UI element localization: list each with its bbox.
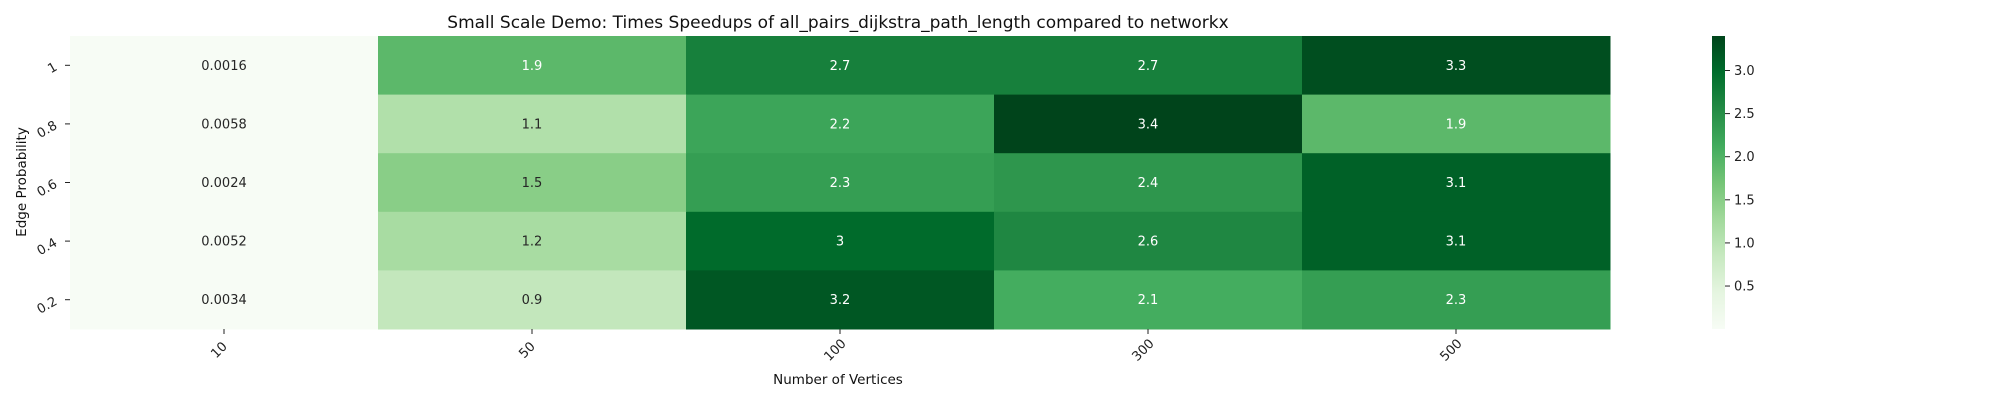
heatmap-cell xyxy=(70,153,379,213)
y-tick-label: 0.2 xyxy=(35,294,60,317)
heatmap-cell xyxy=(1302,36,1611,96)
cell-value-label: 1.9 xyxy=(1446,117,1467,132)
heatmap-cell xyxy=(378,211,687,271)
heatmap-cell xyxy=(1302,94,1611,154)
colorbar-tick-label: 3.0 xyxy=(1734,64,1755,79)
x-tick-label: 500 xyxy=(1437,336,1465,364)
cell-value-label: 2.7 xyxy=(830,59,851,74)
cell-value-label: 3 xyxy=(836,235,844,250)
heatmap-cell xyxy=(686,94,995,154)
cell-value-label: 2.1 xyxy=(1138,293,1159,308)
cell-value-label: 3.1 xyxy=(1446,235,1467,250)
heatmap-cell xyxy=(70,270,379,330)
heatmap-cell xyxy=(1302,270,1611,330)
cell-value-label: 3.3 xyxy=(1446,59,1467,74)
y-tick-label: 1 xyxy=(45,60,60,77)
cell-value-label: 1.2 xyxy=(522,235,543,250)
colorbar-tick-label: 1.0 xyxy=(1734,236,1755,251)
cell-value-label: 0.0024 xyxy=(201,176,247,191)
heatmap-cells: 0.0016 1.9 2.7 2.7 3.3 0.0058 1.1 2.2 3.4 1.9 0.00… xyxy=(70,36,1611,330)
cell-value-label: 2.4 xyxy=(1138,176,1159,191)
heatmap-cell xyxy=(70,94,379,154)
cell-value-label: 1.1 xyxy=(522,117,543,132)
heatmap-cell xyxy=(994,153,1303,213)
cell-value-label: 0.0016 xyxy=(201,59,247,74)
cell-value-label: 0.0058 xyxy=(201,117,247,132)
cell-value-label: 0.0034 xyxy=(201,293,247,308)
y-axis-label: Edge Probability xyxy=(14,127,30,237)
colorbar-tick-label: 2.0 xyxy=(1734,150,1755,165)
cell-value-label: 3.1 xyxy=(1446,176,1467,191)
x-tick-label: 100 xyxy=(821,336,849,364)
x-axis: 10 50 100 300 500 xyxy=(208,329,1466,365)
y-axis: 1 0.8 0.6 0.4 0.2 xyxy=(35,60,70,318)
heatmap-cell xyxy=(70,36,379,96)
heatmap-cell xyxy=(1302,211,1611,271)
cell-value-label: 3.2 xyxy=(830,293,851,308)
cell-value-label: 2.2 xyxy=(830,117,851,132)
heatmap-cell xyxy=(378,94,687,154)
heatmap-cell xyxy=(686,36,995,96)
cell-value-label: 0.0052 xyxy=(201,235,247,250)
heatmap-cell xyxy=(378,36,687,96)
cell-value-label: 3.4 xyxy=(1138,117,1159,132)
y-tick-label: 0.6 xyxy=(35,177,60,200)
heatmap-cell xyxy=(994,211,1303,271)
cell-value-label: 2.3 xyxy=(830,176,851,191)
x-tick-label: 300 xyxy=(1129,336,1157,364)
colorbar-tick-label: 1.5 xyxy=(1734,193,1755,208)
heatmap-cell xyxy=(378,153,687,213)
x-tick-label: 10 xyxy=(208,339,230,361)
heatmap-cell xyxy=(994,270,1303,330)
colorbar-tick-label: 0.5 xyxy=(1734,280,1755,295)
colorbar-tick-label: 2.5 xyxy=(1734,107,1755,122)
cell-value-label: 0.9 xyxy=(522,293,543,308)
heatmap-cell xyxy=(378,270,687,330)
colorbar-gradient xyxy=(1712,36,1725,329)
chart-title: Small Scale Demo: Times Speedups of all_… xyxy=(447,13,1228,33)
y-tick-label: 0.4 xyxy=(35,236,60,259)
cell-value-label: 1.9 xyxy=(522,59,543,74)
cell-value-label: 1.5 xyxy=(522,176,543,191)
heatmap-cell xyxy=(686,270,995,330)
heatmap-cell xyxy=(70,211,379,271)
x-axis-label: Number of Vertices xyxy=(773,372,903,388)
cell-value-label: 2.7 xyxy=(1138,59,1159,74)
x-tick-label: 50 xyxy=(516,339,538,361)
cell-value-label: 2.3 xyxy=(1446,293,1467,308)
heatmap-cell xyxy=(994,36,1303,96)
cell-value-label: 2.6 xyxy=(1138,235,1159,250)
heatmap-cell xyxy=(686,211,995,271)
colorbar: 0.5 1.0 1.5 2.0 2.5 3.0 xyxy=(1712,36,1755,329)
heatmap-cell xyxy=(686,153,995,213)
y-tick-label: 0.8 xyxy=(35,118,60,141)
heatmap-cell xyxy=(994,94,1303,154)
heatmap-cell xyxy=(1302,153,1611,213)
